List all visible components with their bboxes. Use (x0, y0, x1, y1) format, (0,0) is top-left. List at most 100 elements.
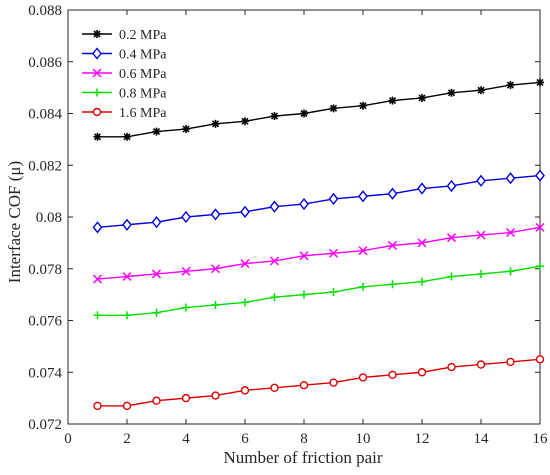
data-point (299, 197, 309, 211)
legend-marker (93, 88, 101, 97)
data-point (506, 81, 515, 90)
data-point (446, 179, 457, 193)
data-point (269, 200, 280, 213)
data-point (418, 93, 426, 102)
data-point (93, 311, 102, 320)
data-point (535, 355, 545, 364)
data-point (210, 264, 221, 274)
data-point (417, 368, 427, 377)
legend-marker (92, 107, 102, 117)
data-point (535, 169, 545, 182)
legend-label: 1.6 MPa (119, 106, 167, 121)
data-point (181, 393, 191, 403)
x-axis-label: Number of friction pair (223, 448, 382, 467)
data-point (122, 271, 132, 282)
data-point (417, 238, 427, 248)
data-point (122, 401, 132, 411)
data-point (270, 293, 279, 302)
data-point (536, 262, 544, 271)
data-point (210, 208, 221, 221)
data-point (505, 172, 516, 185)
data-point (92, 221, 103, 234)
data-point (447, 272, 456, 281)
data-point (387, 187, 398, 200)
y-tick-label: 0.082 (28, 158, 62, 174)
legend-marker (92, 47, 102, 60)
data-point (418, 277, 426, 286)
data-point (181, 210, 191, 224)
x-tick-label: 8 (300, 431, 308, 447)
data-point (387, 240, 398, 250)
data-point (358, 373, 368, 382)
legend-label: 0.4 MPa (119, 48, 167, 63)
data-point (476, 360, 486, 369)
data-point (359, 101, 367, 110)
series-line (97, 174, 541, 229)
y-tick-label: 0.074 (28, 365, 62, 381)
data-point (329, 104, 338, 113)
data-point (182, 125, 190, 134)
y-tick-label: 0.086 (28, 55, 62, 71)
data-point (123, 132, 131, 141)
y-tick-label: 0.08 (36, 210, 62, 226)
data-point (270, 112, 279, 121)
legend-label: 0.8 MPa (119, 87, 167, 102)
data-point (329, 288, 338, 297)
series-3 (92, 222, 545, 284)
data-point (388, 96, 397, 105)
x-tick-label: 10 (356, 431, 371, 447)
data-point (358, 246, 368, 256)
data-point (211, 391, 220, 400)
data-point (300, 109, 308, 118)
axes: 0 2 4 6 8 10 12 14 16 0.072 0.074 0.076 0.078 0.08 0.0… (28, 3, 548, 447)
data-point (182, 303, 190, 312)
data-point (446, 233, 457, 243)
data-point (476, 174, 486, 187)
data-point (122, 218, 132, 231)
y-tick-label: 0.088 (28, 3, 62, 19)
data-point (92, 274, 103, 284)
data-point (241, 117, 249, 126)
data-point (328, 192, 339, 206)
data-point (506, 357, 515, 367)
data-point (388, 280, 397, 289)
data-point (240, 205, 250, 218)
data-point (269, 256, 280, 266)
x-tick-label: 0 (64, 431, 72, 447)
data-point (300, 290, 308, 299)
y-tick-label: 0.076 (28, 314, 62, 330)
legend-item: 0.8 MPa (82, 87, 167, 102)
data-point (417, 182, 427, 195)
y-tick-label: 0.084 (28, 107, 62, 123)
data-point (123, 311, 131, 320)
data-point (476, 230, 486, 240)
legend-label: 0.2 MPa (119, 28, 167, 43)
data-point (270, 383, 279, 392)
x-tick-label: 6 (241, 431, 249, 447)
data-point (93, 132, 102, 141)
data-point (477, 86, 485, 95)
data-point (240, 259, 250, 269)
data-point (447, 362, 456, 372)
data-point (329, 378, 338, 387)
series-line (97, 81, 541, 138)
series-5 (93, 355, 545, 411)
legend-marker (92, 68, 102, 78)
x-tick-label: 2 (123, 431, 131, 447)
data-point (388, 370, 397, 380)
data-point (152, 396, 161, 405)
data-point (211, 119, 220, 128)
data-point (328, 248, 339, 258)
series-2 (92, 169, 545, 234)
series-group (92, 78, 545, 411)
data-point (151, 269, 162, 279)
legend-item: 0.4 MPa (82, 47, 167, 63)
legend-label: 0.6 MPa (119, 67, 167, 82)
data-point (506, 267, 515, 276)
x-tick-label: 14 (474, 431, 490, 447)
data-point (535, 222, 545, 232)
data-point (447, 88, 456, 97)
data-point (299, 380, 309, 390)
